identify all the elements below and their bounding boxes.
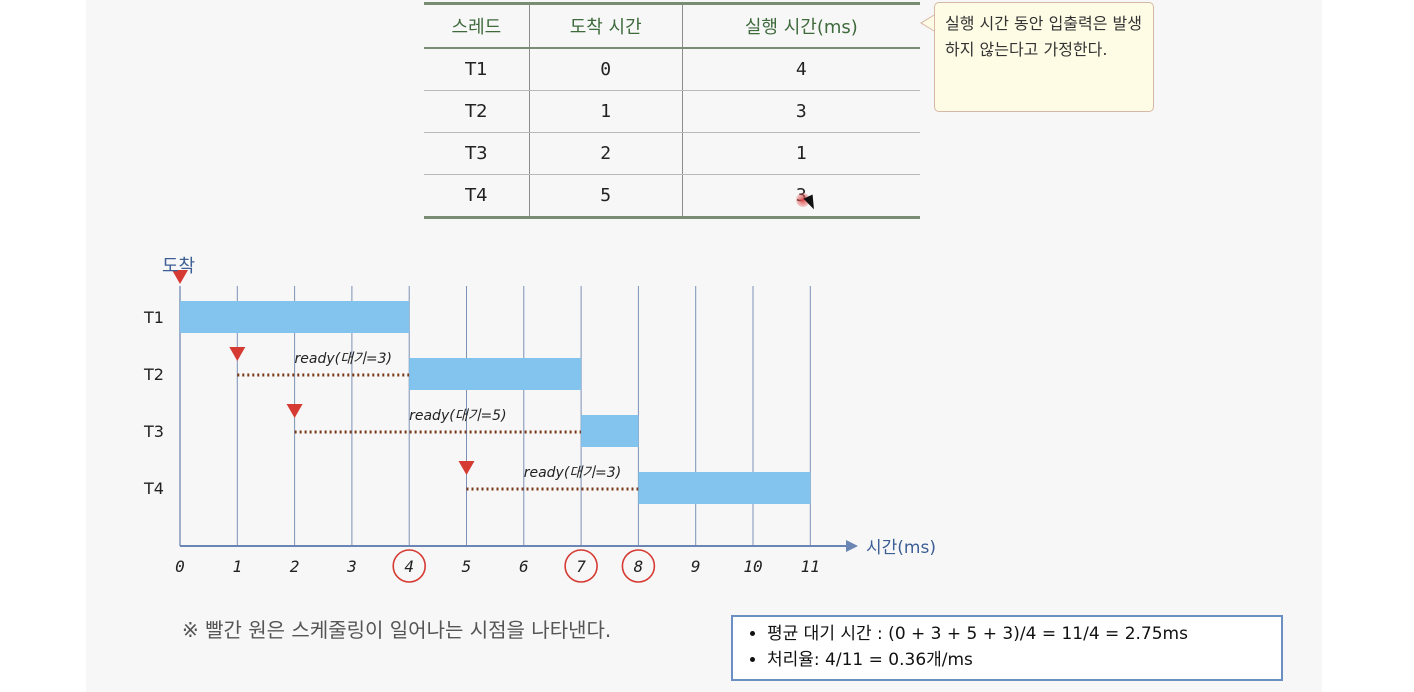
header-thread: 스레드 [424,3,530,49]
right-margin-panel [1322,0,1414,692]
cell-thread: T2 [424,90,530,133]
thread-table: 스레드 도착 시간 실행 시간(ms) T1 0 4 T2 1 3 T3 2 1… [424,2,920,219]
tick-label: 9 [691,557,701,576]
thread-label: T2 [143,365,164,384]
tick-label: 3 [346,557,357,576]
left-margin-panel [0,0,86,692]
scheduling-point-circle [564,549,598,583]
header-exec-time: 실행 시간(ms) [681,3,920,49]
tick-label: 2 [290,557,300,576]
arrival-marker-icon [458,461,475,475]
ready-wait-label: ready(대기=3) [295,351,392,367]
summary-box: 평균 대기 시간 : (0 + 3 + 5 + 3)/4 = 11/4 = 2.… [731,615,1283,681]
scheduling-footnote: ※ 빨간 원은 스케줄링이 일어나는 시점을 나타낸다. [182,618,612,642]
execution-bar [409,358,582,390]
execution-bar [180,301,410,333]
axis-arrow-icon [846,540,858,552]
cell-arrival: 1 [528,90,683,133]
assumption-callout: 실행 시간 동안 입출력은 발생하지 않는다고 가정한다. [934,2,1154,112]
thread-label: T3 [143,422,164,441]
tick-label: 4 [404,557,414,576]
tick-label: 1 [232,557,242,576]
cell-arrival: 2 [528,132,683,175]
cell-exec: 1 [681,132,920,175]
ready-wait-label: ready(대기=3) [524,465,621,481]
header-arrival-time: 도착 시간 [528,3,683,49]
time-axis-label: 시간(ms) [866,538,936,558]
arrival-marker-icon [229,347,246,361]
tick-label: 6 [519,557,529,576]
tick-label: 5 [462,557,472,576]
cell-exec: 3 [681,90,920,133]
arrival-label: 도착 [162,256,195,277]
callout-pointer-fill [922,15,935,31]
table-row: T1 0 4 [424,48,920,91]
scheduling-point-circle [621,549,656,583]
tick-label: 10 [743,557,762,576]
scheduling-point-circle [392,549,427,583]
tick-label: 8 [634,557,644,576]
thread-label: T1 [143,308,164,327]
arrival-marker-icon [172,270,188,284]
ready-wait-label: ready(대기=5) [409,408,506,424]
summary-average-wait: 평균 대기 시간 : (0 + 3 + 5 + 3)/4 = 11/4 = 2.… [767,621,1281,647]
tick-label: 11 [801,557,820,576]
thread-label: T4 [143,479,164,498]
execution-bar [638,472,811,504]
cell-thread: T4 [465,185,488,206]
cell-thread: T1 [424,48,530,91]
table-header-row: 스레드 도착 시간 실행 시간(ms) [424,3,920,49]
cell-arrival: 0 [528,48,683,91]
tick-label: 0 [175,557,185,576]
tick-label: 7 [576,557,586,576]
cell-thread: T3 [424,132,530,175]
arrival-marker-icon [286,404,303,418]
cursor-highlight [796,193,810,207]
table-row: T2 1 3 [424,90,920,133]
table-row: T3 2 1 [424,132,920,175]
summary-throughput: 처리율: 4/11 = 0.36개/ms [767,647,1281,673]
execution-bar [581,415,639,447]
cell-arrival: 5 [528,174,683,218]
cell-exec: 4 [681,48,920,91]
